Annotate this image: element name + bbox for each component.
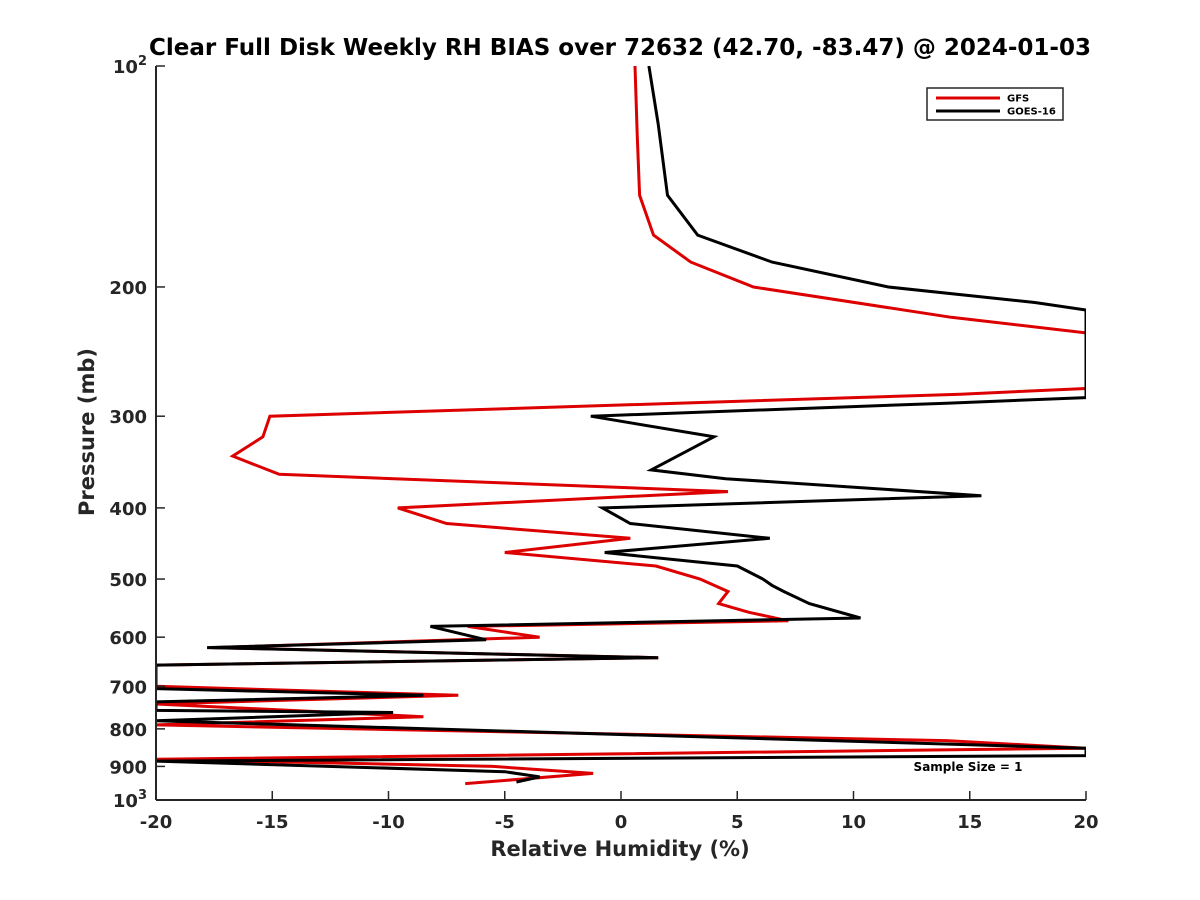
axes-layer: -20 -15 -10 -5 0 5 10 15 20 102 200 300 400 500 600 700… <box>109 54 1098 833</box>
legend-label-1: GOES-16 <box>1007 107 1056 118</box>
y-tick-label: 103 <box>113 788 147 812</box>
y-tick-label: 500 <box>109 570 147 591</box>
y-tick-label: 900 <box>109 757 147 778</box>
series-line-1 <box>156 66 1086 784</box>
y-tick-label: 600 <box>109 628 147 649</box>
x-tick-label: 20 <box>1073 812 1098 833</box>
y-tick-label: 700 <box>109 677 147 698</box>
x-tick-label: -10 <box>372 812 405 833</box>
x-tick-label: -15 <box>256 812 289 833</box>
x-tick-label: 10 <box>841 812 866 833</box>
chart-title: Clear Full Disk Weekly RH BIAS over 7263… <box>149 35 1091 61</box>
y-tick-label: 800 <box>109 720 147 741</box>
y-tick-label: 200 <box>109 278 147 299</box>
y-tick-label: 300 <box>109 407 147 428</box>
x-axis-label: Relative Humidity (%) <box>490 837 749 861</box>
series-line-0 <box>156 66 1086 786</box>
legend-box <box>926 87 1064 121</box>
x-tick-label: -5 <box>495 812 515 833</box>
series-layer <box>156 66 1086 786</box>
legend: GFS GOES-16 <box>926 87 1064 121</box>
y-axis-label: Pressure (mb) <box>75 348 99 516</box>
x-tick-label: 5 <box>731 812 744 833</box>
sample-size-annotation: Sample Size = 1 <box>914 760 1023 774</box>
x-tick-label: -20 <box>140 812 173 833</box>
y-tick-label: 400 <box>109 499 147 520</box>
y-tick-label: 102 <box>113 54 147 78</box>
x-tick-label: 0 <box>615 812 628 833</box>
x-tick-label: 15 <box>957 812 982 833</box>
legend-label-0: GFS <box>1007 94 1029 105</box>
